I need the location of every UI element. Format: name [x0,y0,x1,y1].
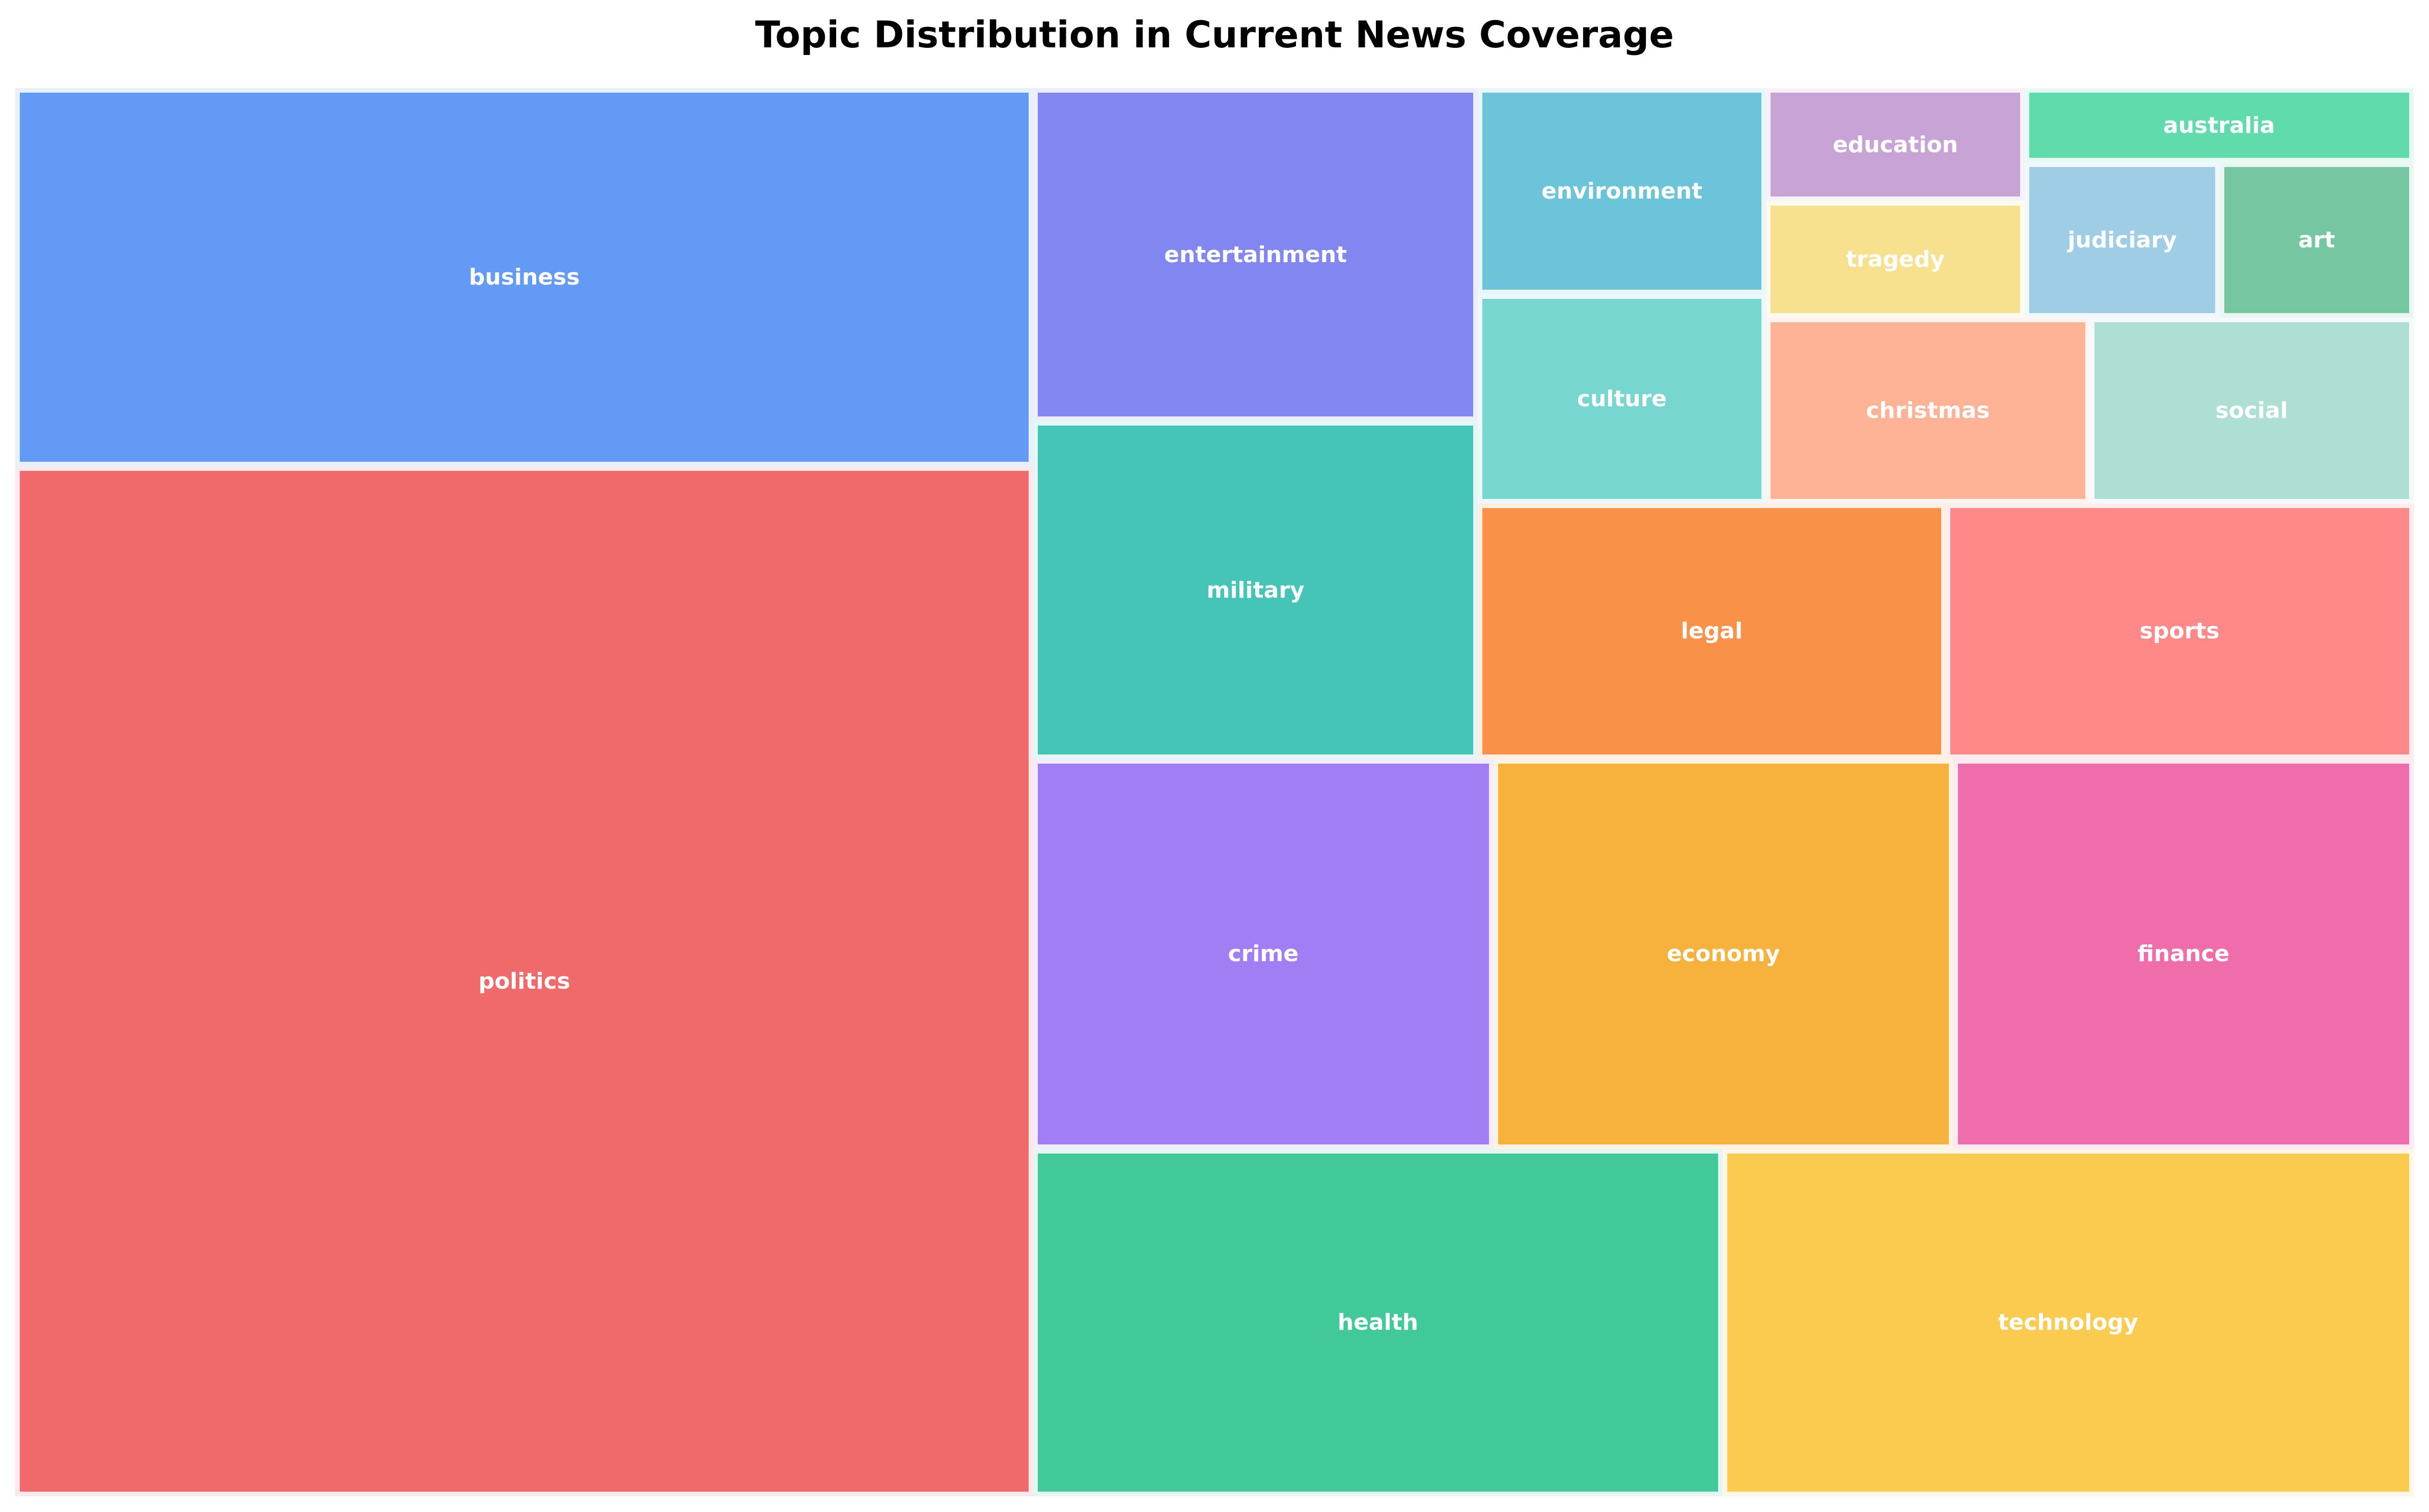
treemap-tile-economy: economy [1493,759,1954,1150]
tile-label: christmas [1866,397,1990,424]
tile-label: technology [1998,1309,2138,1336]
treemap-tile-social: social [2089,317,2414,503]
tile-label: judiciary [2067,227,2177,253]
treemap-tile-tragedy: tragedy [1765,201,2025,318]
tile-label: politics [478,968,570,994]
tile-label: entertainment [1164,241,1347,268]
tile-label: environment [1541,178,1703,205]
treemap-tile-christmas: christmas [1765,317,2090,503]
treemap-tile-australia: australia [2025,88,2414,163]
tile-label: business [468,264,580,291]
tile-label: social [2215,397,2288,424]
treemap-tile-legal: legal [1478,503,1946,759]
tile-label: health [1337,1309,1419,1336]
treemap-tile-politics: politics [15,466,1034,1496]
treemap-tile-technology: technology [1722,1149,2414,1496]
tile-label: tragedy [1846,246,1945,273]
tile-label: art [2298,227,2335,253]
treemap-tile-art: art [2220,162,2414,318]
treemap-tile-education: education [1765,88,2025,202]
treemap-tile-crime: crime [1033,759,1494,1150]
tile-label: sports [2139,618,2220,645]
treemap-tile-entertainment: entertainment [1033,88,1478,422]
tile-label: crime [1228,941,1299,967]
treemap-tile-military: military [1033,421,1478,759]
tile-label: australia [2163,112,2275,138]
tile-label: culture [1577,385,1667,412]
treemap-tile-business: business [15,88,1034,466]
treemap-tile-finance: finance [1953,759,2414,1150]
tile-label: finance [2137,941,2230,967]
tile-label: military [1206,577,1305,603]
treemap-tile-sports: sports [1945,503,2414,759]
tile-label: legal [1680,618,1743,645]
treemap-tile-judiciary: judiciary [2025,162,2220,318]
treemap-tile-culture: culture [1478,294,1766,503]
treemap-tile-health: health [1033,1149,1723,1496]
chart-title: Topic Distribution in Current News Cover… [755,13,1674,56]
treemap-tile-environment: environment [1478,88,1766,294]
tile-label: economy [1667,941,1780,967]
tile-label: education [1832,131,1958,158]
